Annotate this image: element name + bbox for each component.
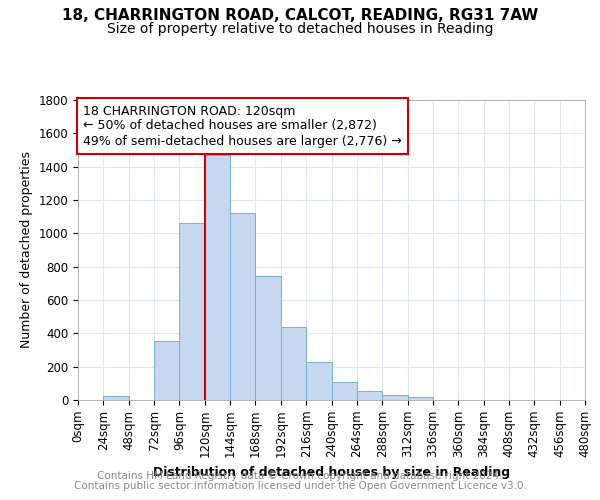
Bar xyxy=(357,391,382,400)
Bar xyxy=(230,214,256,400)
Bar xyxy=(179,224,205,400)
Text: 18, CHARRINGTON ROAD, CALCOT, READING, RG31 7AW: 18, CHARRINGTON ROAD, CALCOT, READING, R… xyxy=(62,8,538,22)
X-axis label: Distribution of detached houses by size in Reading: Distribution of detached houses by size … xyxy=(153,466,510,478)
Bar xyxy=(306,362,331,400)
Bar xyxy=(407,396,433,400)
Bar xyxy=(256,276,281,400)
Bar xyxy=(205,155,230,400)
Text: Size of property relative to detached houses in Reading: Size of property relative to detached ho… xyxy=(107,22,493,36)
Bar xyxy=(103,396,128,400)
Bar xyxy=(382,395,407,400)
Text: 18 CHARRINGTON ROAD: 120sqm
← 50% of detached houses are smaller (2,872)
49% of : 18 CHARRINGTON ROAD: 120sqm ← 50% of det… xyxy=(83,104,402,148)
Bar xyxy=(281,326,306,400)
Text: Contains public sector information licensed under the Open Government Licence v3: Contains public sector information licen… xyxy=(74,481,526,491)
Bar xyxy=(331,382,357,400)
Y-axis label: Number of detached properties: Number of detached properties xyxy=(20,152,33,348)
Bar xyxy=(154,341,179,400)
Text: Contains HM Land Registry data © Crown copyright and database right 2024.: Contains HM Land Registry data © Crown c… xyxy=(97,471,503,481)
